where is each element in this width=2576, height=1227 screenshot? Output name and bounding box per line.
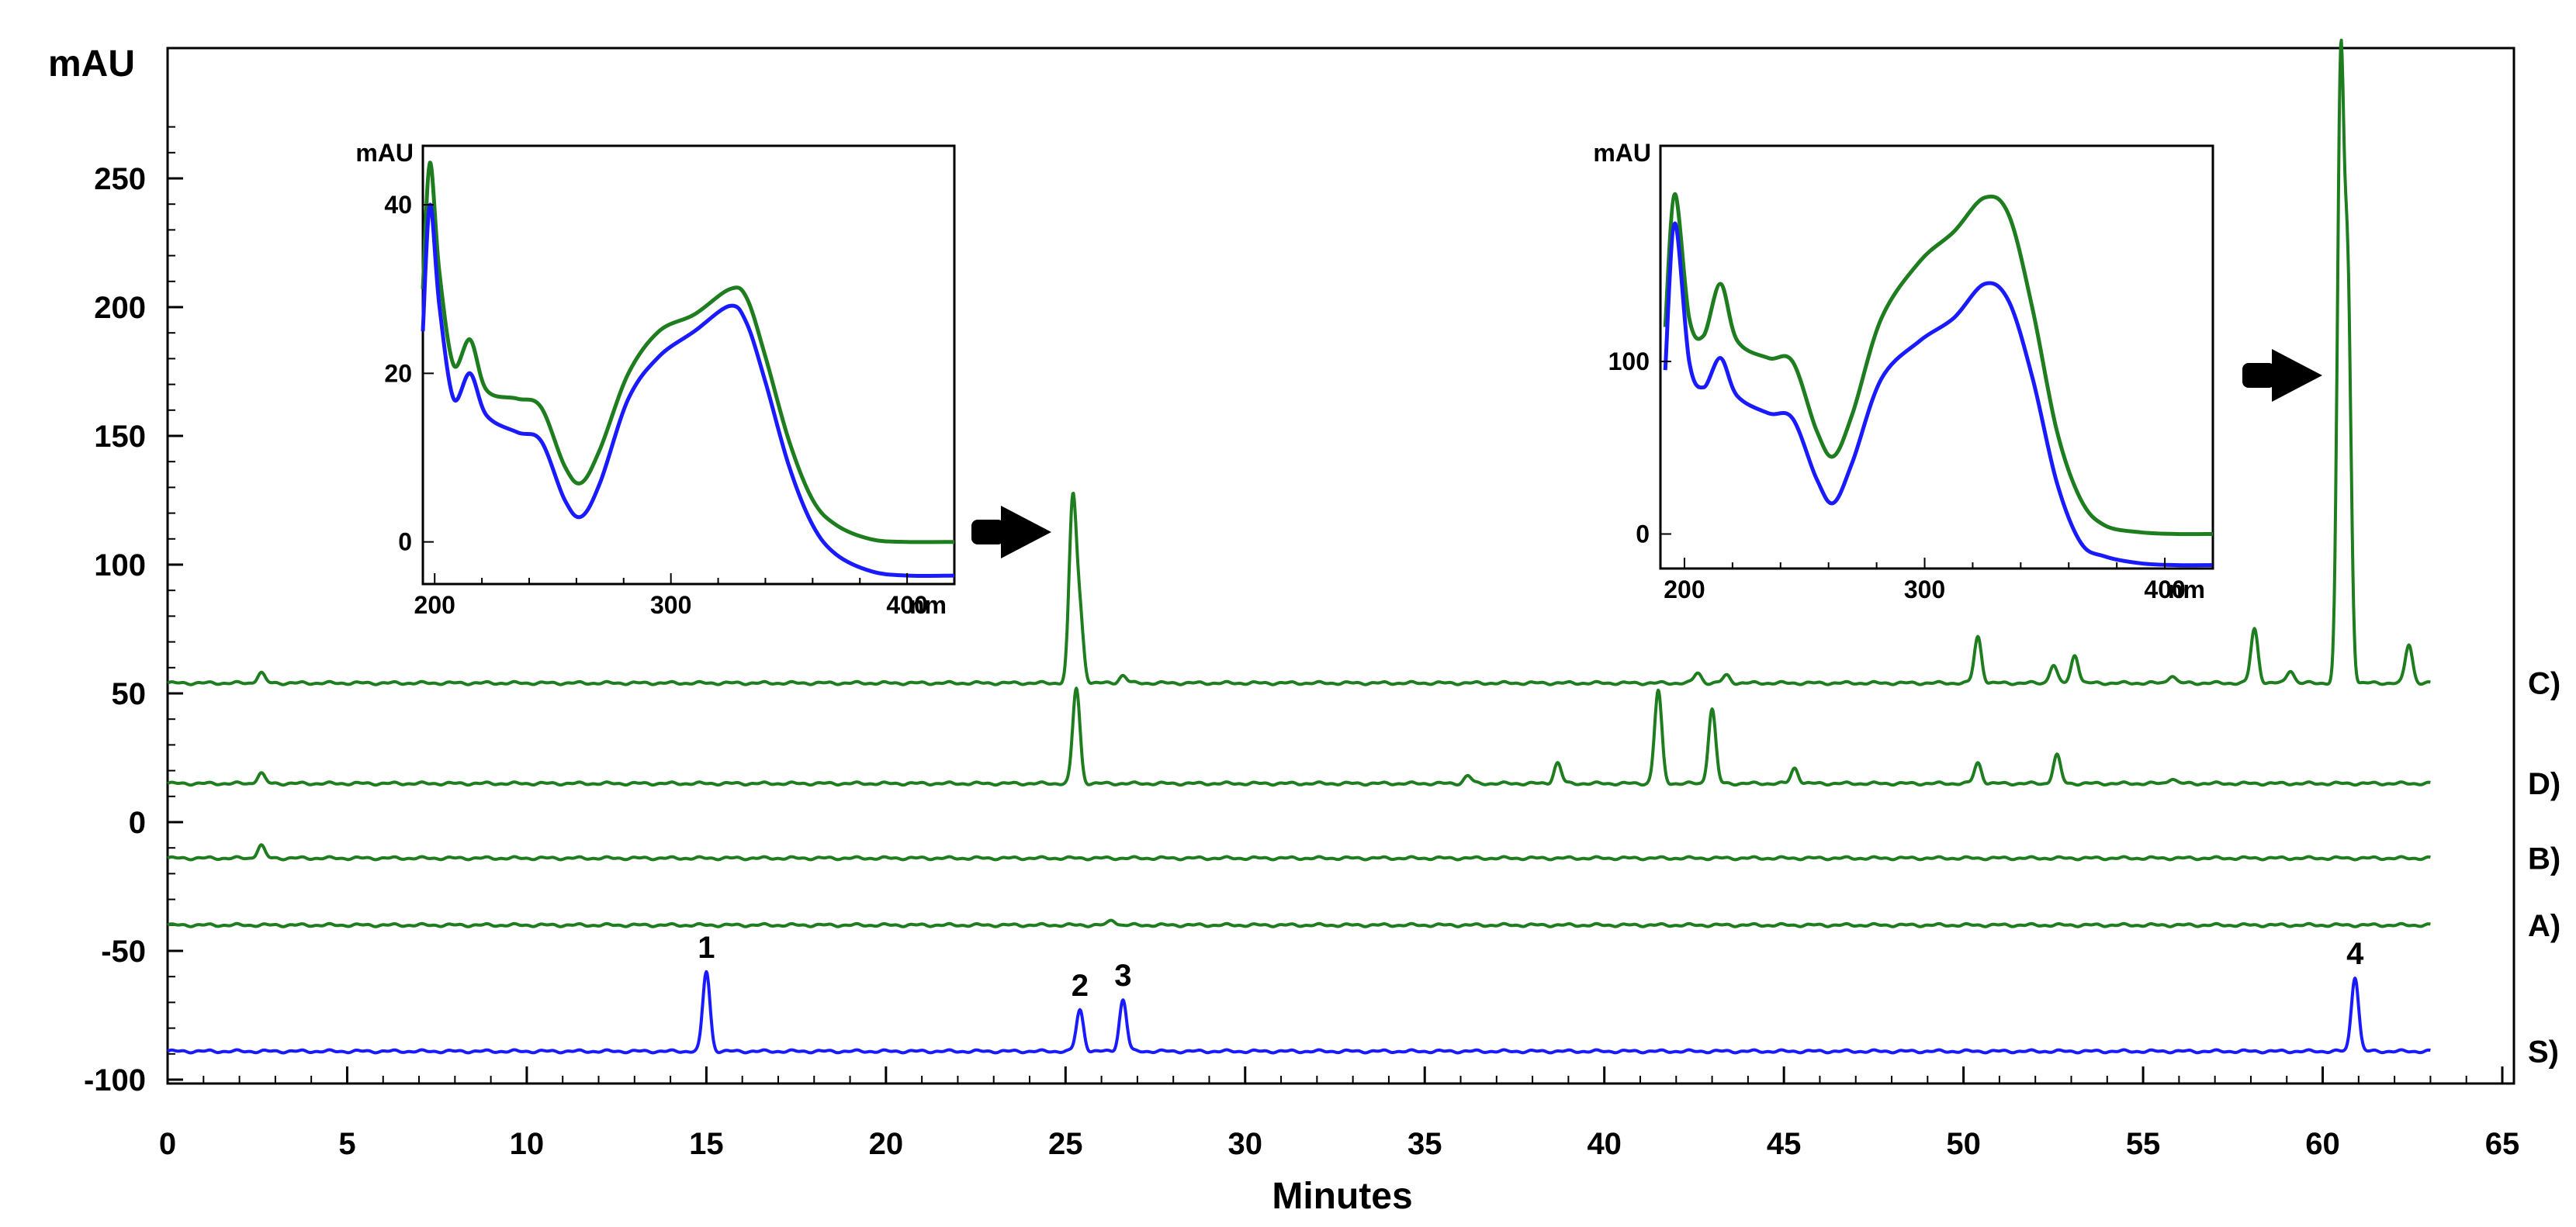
x-tick-label: 25: [1048, 1127, 1083, 1161]
inset-y-tick-label: 20: [384, 359, 412, 387]
inset-y-axis-label: mAU: [355, 139, 414, 167]
peak-number-label: 4: [2346, 937, 2364, 971]
trace-s: [166, 970, 2432, 1055]
y-tick-label: 50: [112, 677, 147, 711]
y-tick-label: 150: [94, 420, 146, 454]
inset-y-tick-label: 0: [1636, 520, 1650, 548]
trace-a: [166, 918, 2432, 928]
inset-y-tick-label: 100: [1608, 347, 1650, 375]
trace-label: D): [2528, 767, 2560, 801]
uv-spectrum-inset-2: 200 300 400 0 100 mAU nm: [1593, 139, 2214, 603]
x-tick-label: 10: [510, 1127, 545, 1161]
x-tick-label: 40: [1587, 1127, 1622, 1161]
arrow-right-icon: [971, 506, 1051, 558]
main-traces: [166, 38, 2432, 1055]
trace-c: [166, 38, 2432, 686]
trace-label: S): [2528, 1035, 2559, 1069]
y-tick-label: 100: [94, 548, 146, 582]
y-tick-label: -100: [84, 1063, 146, 1097]
inset-y-tick-label: 40: [384, 191, 412, 219]
arrow-right-icon: [2242, 349, 2322, 402]
trace-b: [166, 843, 2432, 862]
inset-x-tick-label: 400: [2144, 575, 2185, 603]
trace-label: A): [2528, 909, 2560, 943]
inset-frame: [421, 144, 956, 586]
peak-labels: 1 2 3 4: [698, 931, 2364, 1003]
trace-d: [166, 686, 2432, 787]
trace-label: B): [2528, 842, 2560, 876]
trace-labels: C) D) B) A) S): [2528, 667, 2560, 1070]
trace-label: C): [2528, 667, 2560, 701]
y-axis-title: mAU: [48, 43, 135, 85]
x-tick-label: 5: [338, 1127, 355, 1161]
inset-x-tick-label: 200: [414, 591, 455, 619]
y-tick-label: 0: [129, 806, 146, 840]
peak-number-label: 3: [1114, 959, 1131, 993]
x-tick-label: 45: [1767, 1127, 1802, 1161]
x-tick-label: 35: [1407, 1127, 1442, 1161]
main-axis-ticks: 0 5 10 15 20 25 30 35 40 45 50 55 60 65-100-500501001…: [84, 126, 2520, 1161]
inset-y-axis-label: mAU: [1593, 139, 1651, 167]
inset-frame: [1659, 144, 2214, 570]
inset-x-axis-label: nm: [909, 591, 947, 619]
inset-spectrum-standard: [1663, 221, 2214, 568]
inset-x-tick-label: 200: [1664, 575, 1705, 603]
x-tick-label: 55: [2126, 1127, 2161, 1161]
inset-x-tick-label: 300: [650, 591, 691, 619]
inset-spectrum-standard: [421, 202, 955, 578]
peak-number-label: 1: [698, 931, 715, 965]
uv-spectrum-inset-1: 200 300 400 0 20 40 mAU nm: [355, 139, 956, 619]
x-axis-title: Minutes: [1272, 1176, 1412, 1217]
x-tick-label: 50: [1946, 1127, 1981, 1161]
y-tick-label: 200: [94, 291, 146, 325]
x-tick-label: 65: [2485, 1127, 2520, 1161]
y-tick-label: -50: [101, 935, 146, 969]
inset-x-tick-label: 300: [1904, 575, 1945, 603]
inset-spectrum-sample: [1663, 192, 2214, 537]
inset-x-axis-label: nm: [2168, 575, 2205, 603]
y-tick-label: 250: [94, 162, 146, 196]
x-tick-label: 15: [689, 1127, 724, 1161]
peak-number-label: 2: [1072, 969, 1089, 1003]
inset-spectrum-sample: [421, 161, 955, 544]
inset-x-tick-label: 400: [886, 591, 927, 619]
x-tick-label: 30: [1228, 1127, 1263, 1161]
x-tick-label: 0: [159, 1127, 176, 1161]
x-tick-label: 20: [869, 1127, 904, 1161]
x-tick-label: 60: [2305, 1127, 2340, 1161]
inset-y-tick-label: 0: [398, 528, 412, 556]
